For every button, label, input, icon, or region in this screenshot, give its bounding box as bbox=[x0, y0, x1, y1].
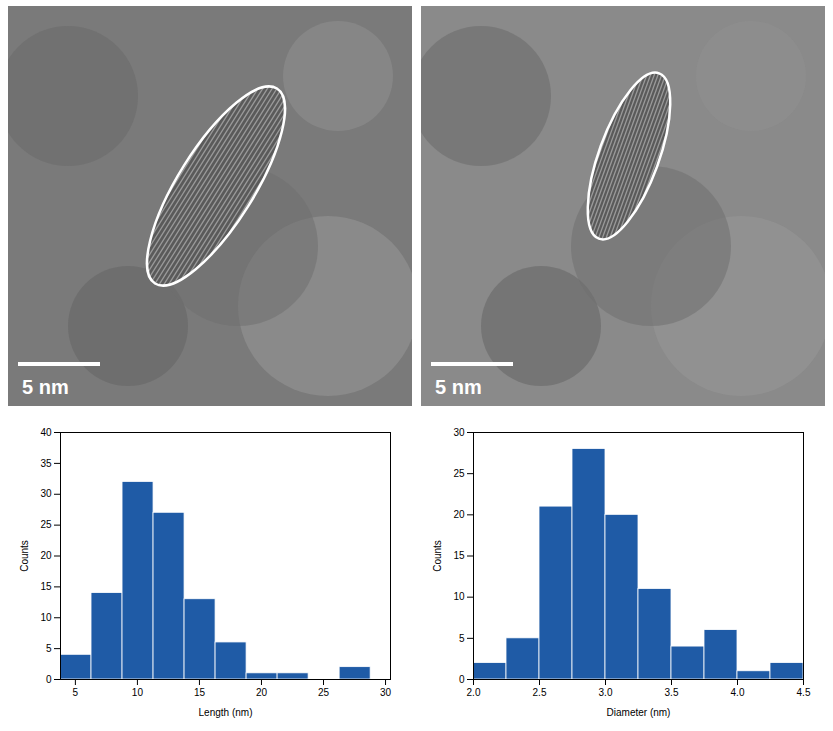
svg-text:25: 25 bbox=[40, 519, 52, 530]
svg-text:35: 35 bbox=[40, 458, 52, 469]
svg-text:0: 0 bbox=[46, 674, 52, 685]
svg-text:30: 30 bbox=[453, 427, 465, 438]
svg-text:5: 5 bbox=[46, 643, 52, 654]
svg-text:20: 20 bbox=[453, 509, 465, 520]
svg-text:10: 10 bbox=[132, 687, 144, 698]
svg-text:2.0: 2.0 bbox=[467, 687, 481, 698]
svg-text:5 nm: 5 nm bbox=[435, 376, 482, 398]
svg-text:30: 30 bbox=[40, 488, 52, 499]
svg-text:2.5: 2.5 bbox=[533, 687, 547, 698]
svg-text:25: 25 bbox=[318, 687, 330, 698]
svg-text:3.5: 3.5 bbox=[665, 687, 679, 698]
svg-text:0: 0 bbox=[459, 674, 465, 685]
svg-text:4.5: 4.5 bbox=[797, 687, 811, 698]
svg-text:25: 25 bbox=[453, 468, 465, 479]
svg-text:3.0: 3.0 bbox=[599, 687, 613, 698]
svg-text:40: 40 bbox=[40, 427, 52, 438]
svg-text:5 nm: 5 nm bbox=[22, 376, 69, 398]
svg-text:30: 30 bbox=[380, 687, 392, 698]
svg-text:4.0: 4.0 bbox=[731, 687, 745, 698]
svg-text:15: 15 bbox=[453, 550, 465, 561]
svg-text:20: 20 bbox=[40, 550, 52, 561]
svg-text:10: 10 bbox=[40, 612, 52, 623]
svg-text:5: 5 bbox=[73, 687, 79, 698]
svg-text:15: 15 bbox=[194, 687, 206, 698]
svg-text:Counts: Counts bbox=[432, 540, 443, 572]
svg-text:20: 20 bbox=[256, 687, 268, 698]
svg-text:Diameter (nm): Diameter (nm) bbox=[607, 707, 671, 718]
svg-text:15: 15 bbox=[40, 581, 52, 592]
svg-text:5: 5 bbox=[459, 633, 465, 644]
svg-text:Length (nm): Length (nm) bbox=[199, 707, 253, 718]
svg-text:Counts: Counts bbox=[19, 540, 30, 572]
svg-text:10: 10 bbox=[453, 591, 465, 602]
